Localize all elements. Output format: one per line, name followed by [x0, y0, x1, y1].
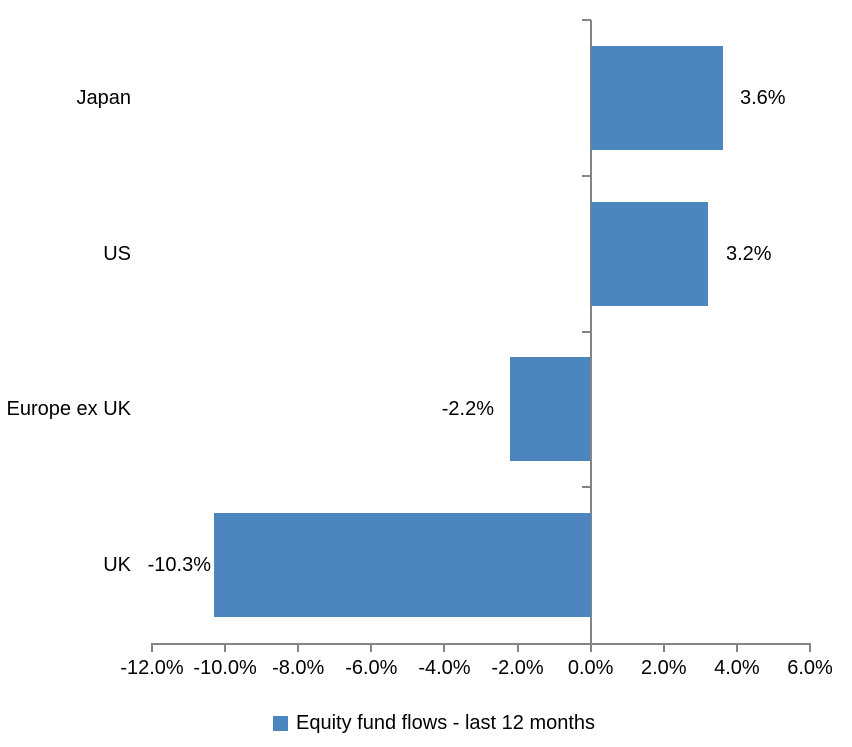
- x-axis-tick: [297, 643, 300, 652]
- x-axis-tick: [735, 643, 738, 652]
- x-tick-label: -8.0%: [272, 657, 325, 679]
- x-axis-tick: [662, 643, 665, 652]
- value-label-japan: 3.6%: [740, 87, 786, 109]
- y-axis-tick: [581, 19, 591, 21]
- x-tick-label: -10.0%: [193, 657, 257, 679]
- x-tick-label: 6.0%: [787, 657, 833, 679]
- x-tick-label: -2.0%: [491, 657, 544, 679]
- category-label-us: US: [103, 243, 131, 265]
- chart-legend: Equity fund flows - last 12 months: [273, 708, 595, 738]
- x-tick-label: -12.0%: [120, 657, 184, 679]
- x-tick-label: -6.0%: [345, 657, 398, 679]
- bar-japan: [590, 46, 723, 150]
- category-label-japan: Japan: [76, 87, 132, 109]
- x-tick-label: 0.0%: [567, 657, 614, 679]
- value-label-europe-ex-uk: -2.2%: [441, 398, 494, 420]
- x-axis-tick: [443, 643, 446, 652]
- x-axis-tick: [370, 643, 373, 652]
- x-axis-tick: [151, 643, 153, 652]
- x-axis-tick: [809, 643, 811, 652]
- x-axis-tick: [224, 643, 227, 652]
- bar-us: [590, 202, 708, 306]
- y-axis-zero-line: [589, 20, 592, 645]
- x-tick-label: 4.0%: [714, 657, 760, 679]
- x-tick-label: -4.0%: [418, 657, 471, 679]
- value-label-us: 3.2%: [726, 243, 772, 265]
- y-axis-tick: [581, 174, 591, 177]
- category-label-uk: UK: [103, 554, 131, 576]
- bar-uk: [214, 513, 592, 617]
- legend-label: Equity fund flows - last 12 months: [296, 712, 596, 734]
- legend-swatch-icon: [273, 715, 288, 731]
- x-axis-tick: [589, 643, 592, 652]
- x-axis-tick: [516, 643, 519, 652]
- y-axis-tick: [581, 486, 591, 489]
- x-axis-line: [151, 643, 811, 645]
- category-label-europe-ex-uk: Europe ex UK: [6, 398, 131, 420]
- y-axis-tick: [581, 330, 591, 333]
- bar-europe-ex-uk: [510, 357, 591, 461]
- x-tick-label: 2.0%: [640, 657, 687, 679]
- value-label-uk: -10.3%: [147, 554, 211, 576]
